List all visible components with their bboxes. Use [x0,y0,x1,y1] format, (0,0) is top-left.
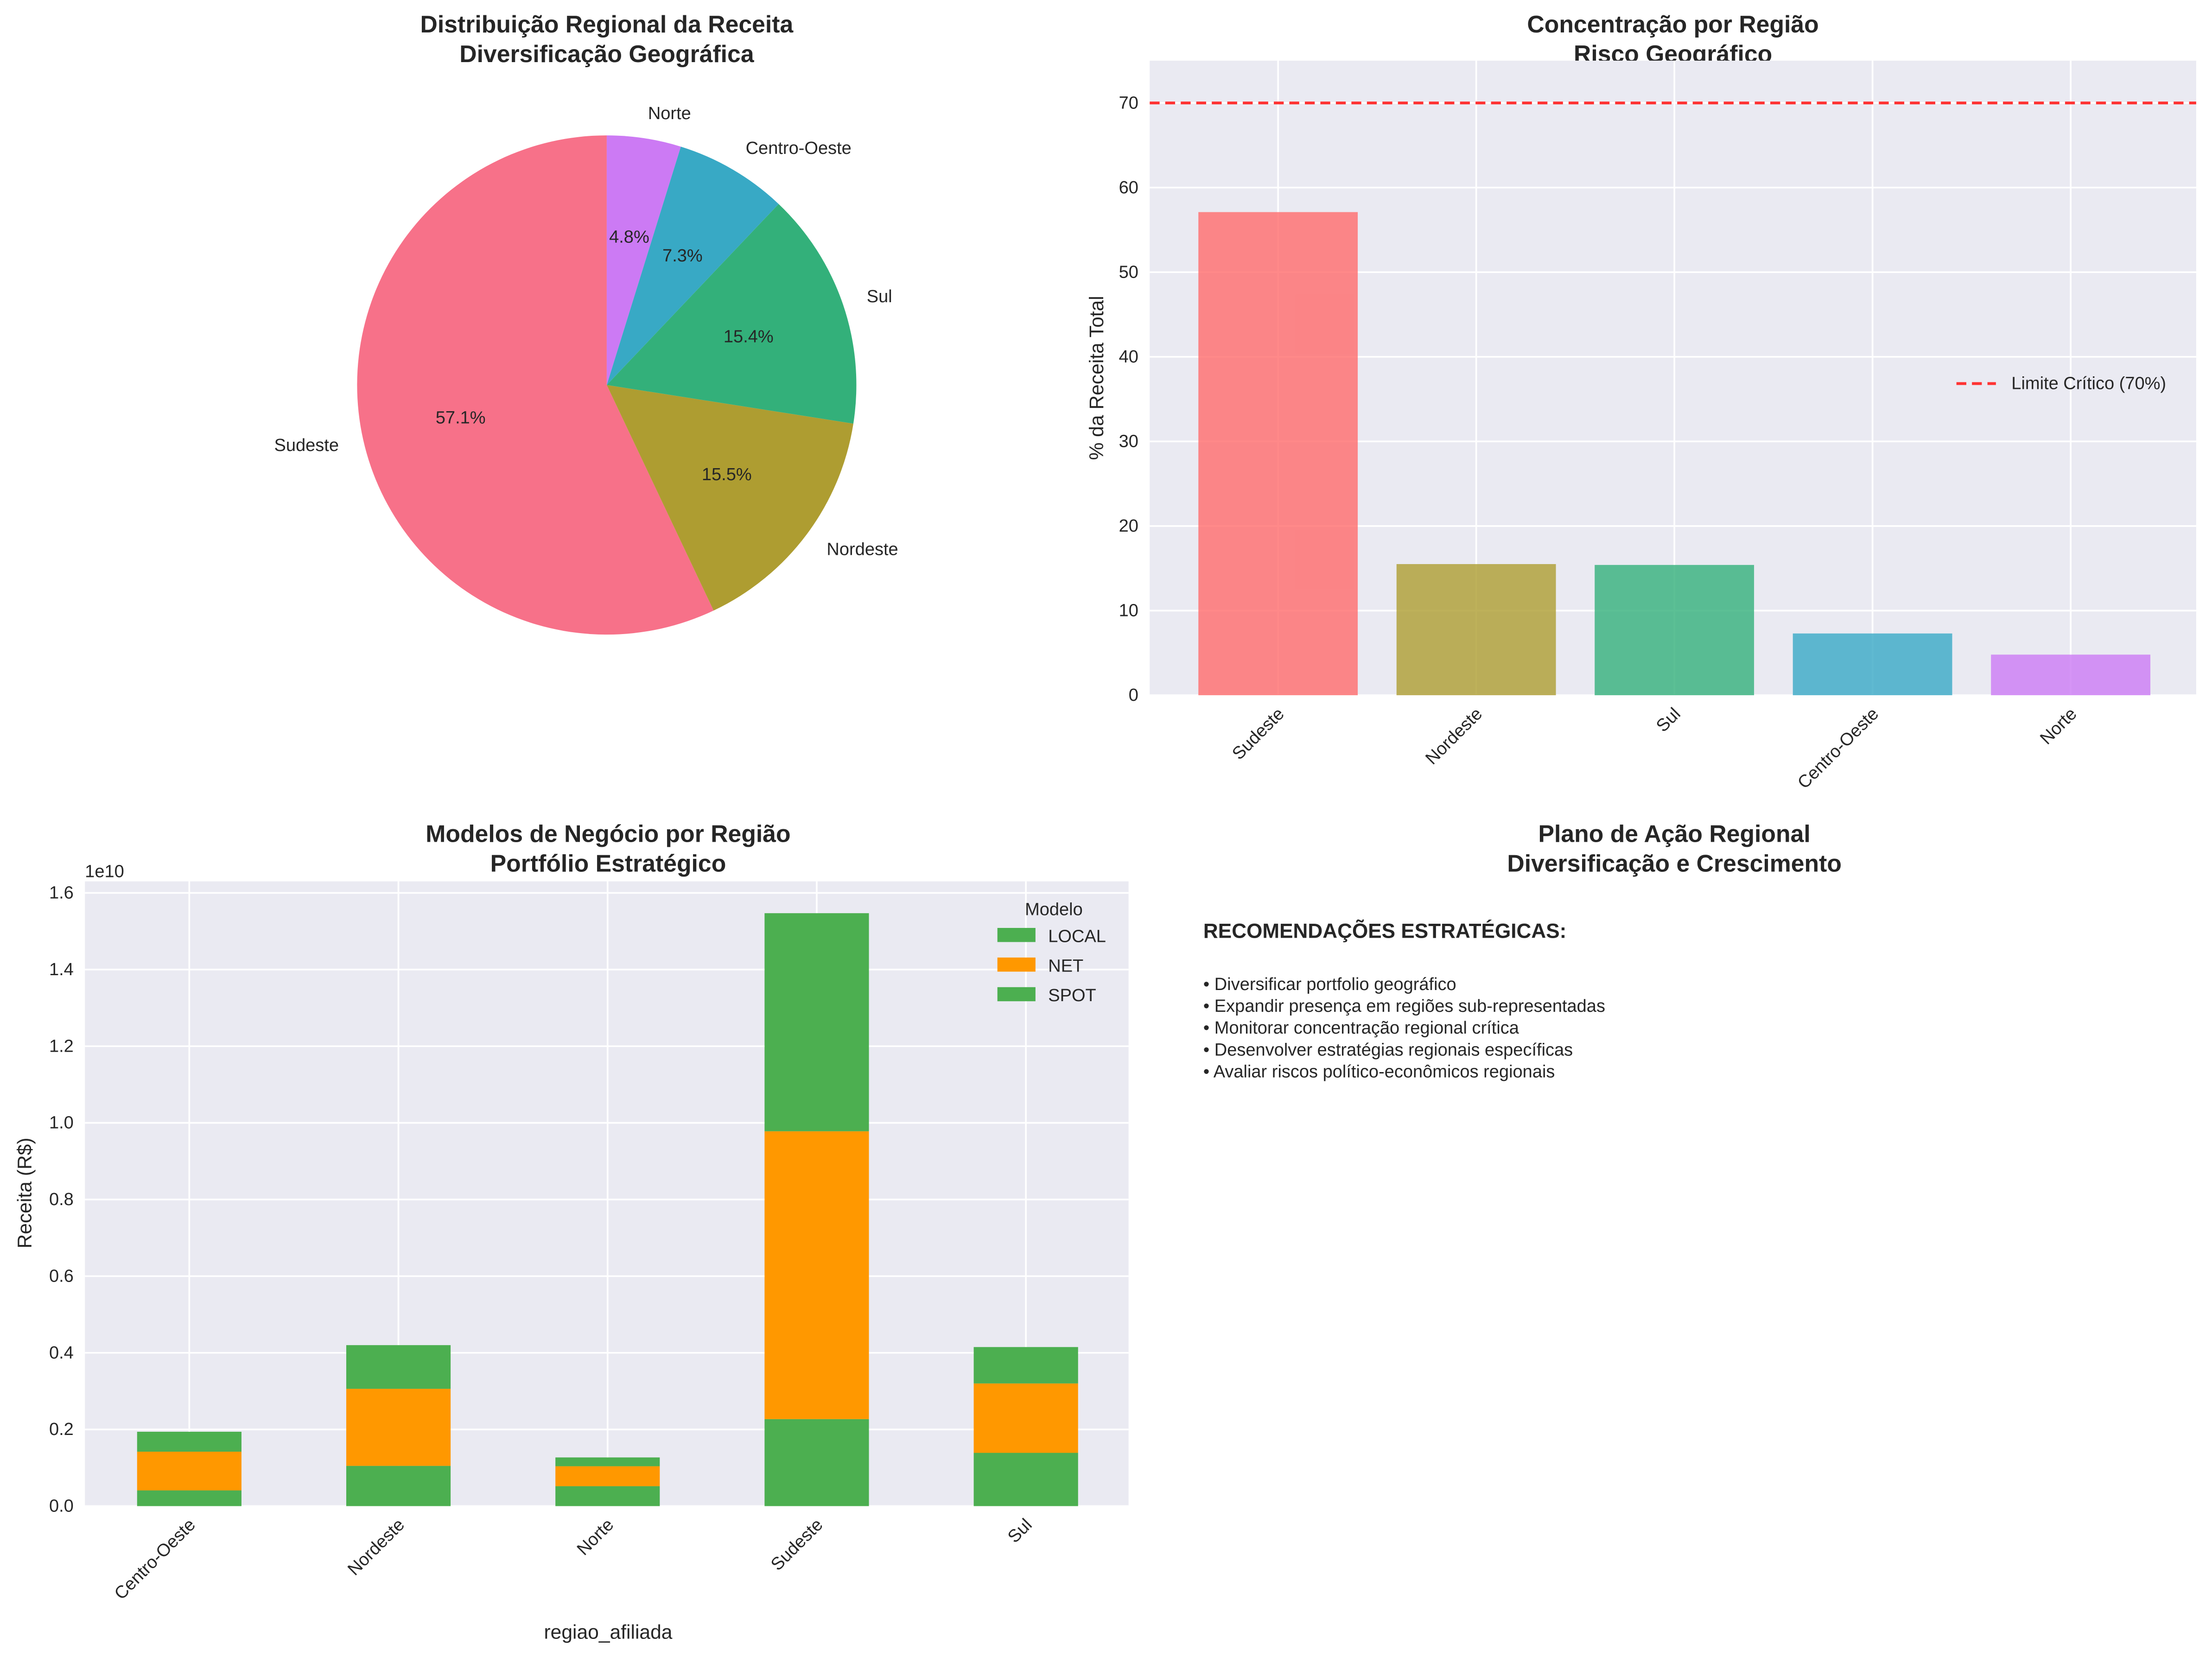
x-tick-label: Sul [1004,1515,1036,1547]
bar-segment-local-nordeste [346,1466,451,1506]
x-tick-label: Centro-Oeste [111,1515,199,1604]
bar-segment-net-sul [973,1383,1078,1453]
pie-label: Sudeste [274,436,339,455]
x-tick-label: Norte [2036,704,2080,748]
pie-slice-centro-oeste [606,146,779,385]
concentration-bar-chart: Concentração por Região Risco Geográfico… [1086,11,2196,793]
y-tick-label: 1.2 [49,1036,74,1056]
pie-pct-label: 15.4% [724,327,774,347]
bar-nordeste [1396,564,1556,695]
recommendation-item: • Monitorar concentração regional crític… [1203,1018,1519,1038]
y-tick-label: 1.4 [49,960,74,979]
bar-sudeste [1198,212,1358,695]
y-tick-label: 30 [1119,432,1138,451]
bar-segment-spot-centro-oeste [137,1432,242,1452]
recommendation-item: • Diversificar portfolio geográfico [1203,975,1456,994]
action-subtitle: Diversificação e Crescimento [1507,850,1842,876]
y-tick-label: 0.0 [49,1497,74,1516]
stacked-title: Modelos de Negócio por Região [426,820,790,847]
legend-label: LOCAL [1048,927,1106,946]
bar-segment-local-sudeste [764,1419,869,1506]
y-tick-label: 10 [1119,601,1138,621]
pie-label: Centro-Oeste [746,139,852,158]
y-tick-label: 40 [1119,347,1138,367]
pie-slice-sudeste [357,135,714,635]
bar-segment-net-norte [555,1466,660,1486]
legend: Modelo LOCAL NET SPOT [997,900,1106,1005]
stacked-subtitle: Portfólio Estratégico [490,850,726,876]
legend-swatch [997,957,1036,972]
legend-swatch [997,928,1036,942]
y-tick-label: 0.6 [49,1266,74,1286]
bar-segment-spot-sul [973,1347,1078,1384]
action-plan-panel: Plano de Ação Regional Diversificação e … [1203,820,1842,1081]
pie-title: Distribuição Regional da Receita [420,11,794,38]
bar-segment-spot-sudeste [764,913,869,1131]
action-title: Plano de Ação Regional [1538,820,1811,847]
stacked-bar-chart: Modelos de Negócio por Região Portfólio … [14,820,1129,1643]
x-tick-label: Sudeste [1228,704,1288,763]
legend: Limite Crítico (70%) [1956,374,2166,394]
y-tick-label: 0.2 [49,1420,74,1439]
pie-slice-sul [606,204,857,424]
y-axis-label: Receita (R$) [14,1138,36,1249]
pie-label: Sul [867,287,892,306]
y-tick-label: 70 [1119,93,1138,113]
bar-sul [1595,565,1754,695]
bar-segment-local-centro-oeste [137,1490,242,1506]
x-tick-label: Nordeste [1422,704,1486,768]
pie-pct-label: 57.1% [436,408,486,428]
y-tick-label: 0 [1129,686,1138,705]
pie-chart: Distribuição Regional da Receita Diversi… [274,11,898,635]
bar-norte [1991,654,2151,695]
bar-centro-oeste [1792,633,1952,695]
x-tick-label: Nordeste [344,1515,408,1580]
legend-title: Modelo [1025,900,1083,920]
legend-label: SPOT [1048,986,1096,1005]
y-tick-label: 1.6 [49,883,74,903]
recommendations-heading: RECOMENDAÇÕES ESTRATÉGICAS: [1203,919,1566,942]
recommendation-item: • Desenvolver estratégias regionais espe… [1203,1040,1573,1060]
bar-segment-net-sudeste [764,1131,869,1419]
pie-slice-norte [606,135,681,385]
bar-segment-local-norte [555,1486,660,1506]
recommendation-item: • Expandir presença em regiões sub-repre… [1203,997,1605,1016]
x-axis-label: regiao_afiliada [544,1621,672,1643]
pie-pct-label: 4.8% [609,227,649,247]
x-tick-label: Norte [573,1515,617,1559]
y-tick-label: 0.8 [49,1190,74,1209]
bar-segment-net-nordeste [346,1389,451,1466]
bar-segment-net-centro-oeste [137,1452,242,1491]
y-tick-label: 50 [1119,262,1138,282]
pie-pct-label: 7.3% [662,246,703,266]
pie-label: Norte [648,104,691,123]
bar-segment-spot-norte [555,1457,660,1467]
y-tick-label: 20 [1119,516,1138,536]
pie-label: Nordeste [826,540,898,559]
legend-label: Limite Crítico (70%) [2011,374,2166,394]
x-tick-label: Sudeste [767,1515,826,1574]
scale-label: 1e10 [85,862,124,881]
legend-swatch [997,987,1036,1002]
x-tick-label: Centro-Oeste [1794,704,1882,793]
y-tick-label: 60 [1119,178,1138,197]
pie-slice-nordeste [606,385,853,611]
bar-segment-spot-nordeste [346,1345,451,1389]
bar-title: Concentração por Região [1527,11,1818,38]
y-axis-label: % da Receita Total [1086,296,1108,460]
recommendation-item: • Avaliar riscos político-econômicos reg… [1203,1062,1555,1082]
bar-segment-local-sul [973,1453,1078,1506]
pie-pct-label: 15.5% [702,465,752,484]
y-tick-label: 0.4 [49,1343,74,1363]
legend-label: NET [1048,956,1083,976]
pie-subtitle: Diversificação Geográfica [459,40,755,67]
y-tick-label: 1.0 [49,1113,74,1133]
x-tick-label: Sul [1653,704,1684,736]
